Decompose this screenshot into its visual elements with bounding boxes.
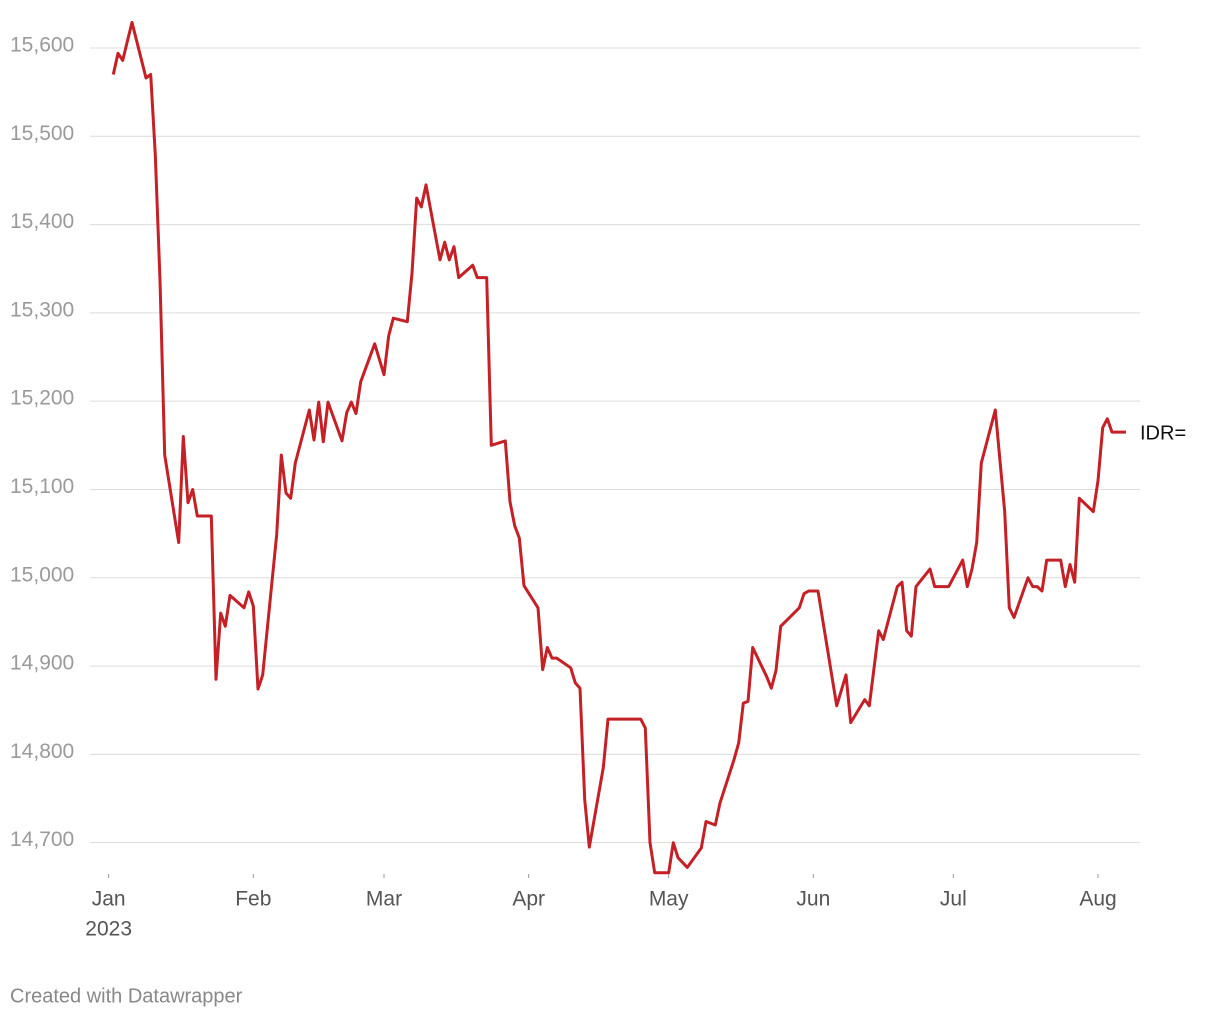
footer: Created with Datawrapper xyxy=(10,985,243,1007)
series-label: IDR= xyxy=(1140,422,1186,444)
x-tick-label: Jan xyxy=(92,888,126,911)
x-tick-label: Jul xyxy=(940,888,967,911)
x-tick-label: Jun xyxy=(796,888,830,911)
y-tick-label: 14,700 xyxy=(10,828,74,851)
x-tick-label: Apr xyxy=(512,888,545,911)
y-tick-label: 15,200 xyxy=(10,387,74,410)
y-tick-label: 15,000 xyxy=(10,563,74,586)
y-tick-label: 15,500 xyxy=(10,122,74,145)
y-tick-label: 14,900 xyxy=(10,652,74,675)
x-tick-label: May xyxy=(649,888,689,911)
y-tick-label: 15,400 xyxy=(10,210,74,233)
y-tick-label: 15,100 xyxy=(10,475,74,498)
y-tick-label: 15,300 xyxy=(10,298,74,321)
line xyxy=(111,20,1126,875)
x-tick-label: Aug xyxy=(1079,888,1116,911)
y-tick-label: 14,800 xyxy=(10,740,74,763)
x-tick-label: Feb xyxy=(235,888,271,911)
x-tick-label: Mar xyxy=(366,888,402,911)
y-tick-label: 15,600 xyxy=(10,34,74,57)
year-label: 2023 xyxy=(85,918,132,941)
